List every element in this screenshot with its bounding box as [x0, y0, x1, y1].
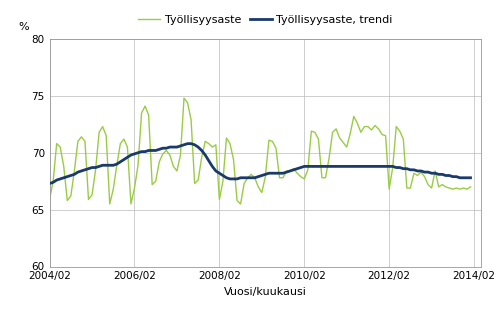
- Työllisyysaste: [107, 202, 113, 206]
- Line: Työllisyysaste: Työllisyysaste: [50, 98, 471, 204]
- Työllisyysaste, trendi: [185, 142, 190, 146]
- Työllisyysaste: [163, 149, 169, 152]
- Työllisyysaste: [344, 145, 350, 149]
- Työllisyysaste, trendi: [135, 151, 141, 155]
- Työllisyysaste, trendi: [340, 164, 346, 168]
- X-axis label: Vuosi/kuukausi: Vuosi/kuukausi: [224, 287, 307, 297]
- Työllisyysaste: [287, 169, 293, 173]
- Työllisyysaste, trendi: [284, 170, 290, 174]
- Työllisyysaste, trendi: [382, 164, 388, 168]
- Työllisyysaste, trendi: [160, 146, 166, 150]
- Työllisyysaste: [47, 197, 53, 201]
- Legend: Työllisyysaste, Työllisyysaste, trendi: Työllisyysaste, Työllisyysaste, trendi: [133, 10, 397, 29]
- Työllisyysaste: [138, 111, 144, 115]
- Työllisyysaste: [181, 96, 187, 100]
- Työllisyysaste, trendi: [468, 176, 474, 180]
- Työllisyysaste: [468, 185, 474, 189]
- Y-axis label: %: %: [18, 22, 29, 32]
- Työllisyysaste, trendi: [457, 176, 463, 180]
- Työllisyysaste: [460, 186, 466, 190]
- Työllisyysaste: [386, 187, 392, 191]
- Työllisyysaste, trendi: [47, 181, 53, 185]
- Line: Työllisyysaste, trendi: Työllisyysaste, trendi: [50, 144, 471, 183]
